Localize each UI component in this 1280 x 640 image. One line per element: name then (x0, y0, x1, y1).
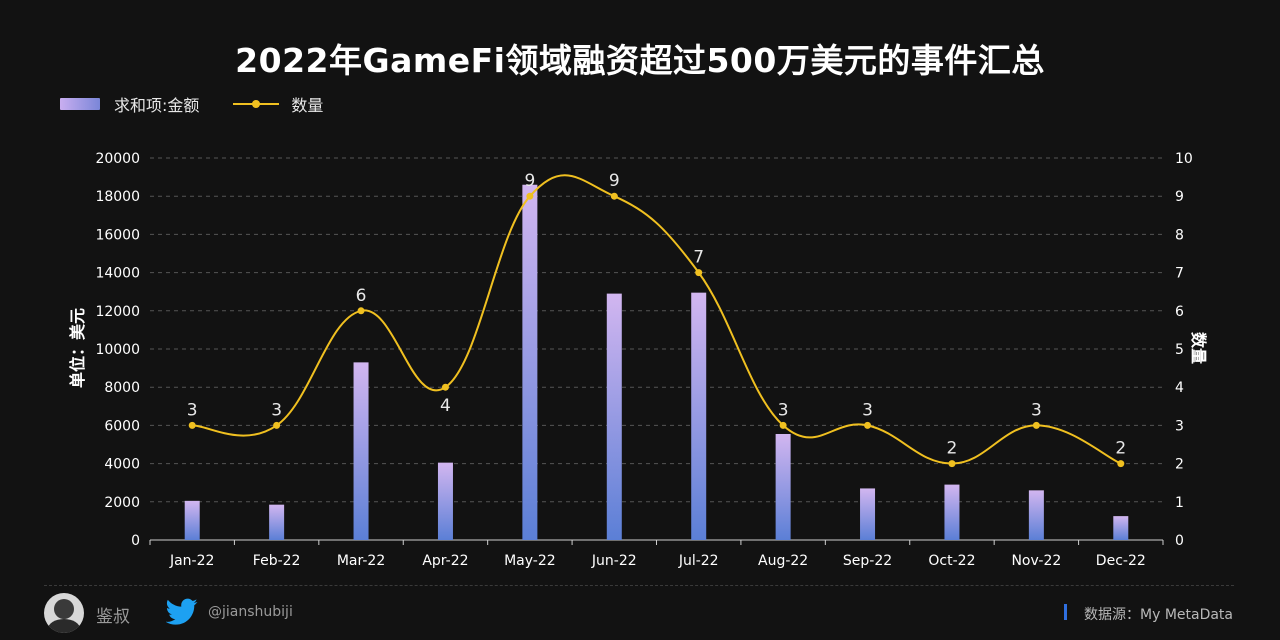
y2-tick-label: 3 (1175, 418, 1184, 434)
x-tick-label: Nov-22 (1011, 553, 1061, 569)
count-line (192, 174, 1122, 465)
x-tick-label: Apr-22 (422, 553, 468, 569)
y2-tick-label: 6 (1175, 304, 1184, 320)
count-data-label: 2 (1115, 439, 1126, 459)
bar (184, 500, 200, 540)
count-data-label: 3 (271, 400, 282, 420)
y2-tick-label: 1 (1175, 495, 1184, 511)
x-tick-label: Dec-22 (1096, 553, 1146, 569)
bar (860, 488, 876, 540)
count-point (948, 460, 956, 468)
bar (522, 184, 538, 541)
x-tick-label: Mar-22 (337, 553, 385, 569)
y-tick-label: 2000 (104, 495, 140, 511)
data-source: 数据源：My MetaData (1084, 607, 1234, 623)
bar (437, 462, 453, 540)
bar (269, 504, 285, 540)
y-tick-label: 4000 (104, 457, 140, 473)
legend-bar-label: 求和项:金额 (114, 96, 200, 115)
x-tick-label: Jul-22 (678, 553, 719, 569)
chart-title: 2022年GameFi领域融资超过500万美元的事件汇总 (235, 41, 1045, 80)
y2-axis-label: 数量 (1189, 332, 1208, 364)
y-tick-label: 12000 (95, 304, 140, 320)
bar-series (184, 184, 1129, 541)
count-data-label: 6 (356, 286, 367, 306)
count-point (1032, 421, 1040, 429)
y2-tick-label: 4 (1175, 380, 1184, 396)
x-tick-label: Oct-22 (928, 553, 975, 569)
legend: 求和项:金额 数量 (60, 92, 323, 116)
y-axis-label: 单位：美元 (68, 308, 87, 388)
legend-line-swatch (233, 98, 280, 110)
y2-tick-label: 0 (1175, 533, 1184, 549)
count-data-label: 3 (778, 400, 789, 420)
bar (1113, 516, 1129, 540)
legend-bar-swatch (60, 98, 100, 110)
count-point (695, 269, 703, 277)
x-tick-label: May-22 (504, 553, 556, 569)
y-tick-label: 6000 (104, 418, 140, 434)
y-tick-label: 20000 (95, 151, 140, 167)
count-point (864, 421, 872, 429)
count-data-label: 7 (693, 248, 704, 268)
count-point (441, 383, 449, 391)
y2-tick-label: 8 (1175, 227, 1184, 243)
y2-tick-label: 7 (1175, 266, 1184, 282)
y2-tick-label: 9 (1175, 189, 1184, 205)
y-tick-label: 10000 (95, 342, 140, 358)
count-point (779, 421, 787, 429)
count-point (610, 192, 618, 200)
y2-tick-label: 5 (1175, 342, 1184, 358)
count-data-label: 9 (609, 171, 620, 191)
count-point (1117, 460, 1125, 468)
count-data-label: 2 (947, 439, 958, 459)
combo-chart: 0200040006000800010000120001400016000180… (68, 151, 1208, 569)
y-tick-label: 14000 (95, 266, 140, 282)
bar (606, 293, 622, 540)
count-point (273, 421, 281, 429)
line-series: 3 3 6 4 9 9 7 3 3 2 3 2 (187, 171, 1126, 468)
bar (691, 292, 707, 540)
grid-lines (150, 157, 1163, 503)
y-tick-label: 8000 (104, 380, 140, 396)
count-point (357, 307, 365, 315)
twitter-handle: @jianshubiji (208, 604, 293, 620)
bar (944, 484, 960, 540)
count-data-label: 4 (440, 396, 451, 416)
x-tick-label: Jun-22 (591, 553, 637, 569)
count-data-label: 3 (1031, 400, 1042, 420)
y-tick-label: 18000 (95, 189, 140, 205)
x-tick-label: Jan-22 (169, 553, 214, 569)
bar (775, 433, 791, 540)
x-tick-label: Feb-22 (253, 553, 301, 569)
legend-line-label: 数量 (291, 96, 324, 115)
y2-tick-label: 10 (1175, 151, 1193, 167)
y-tick-label: 16000 (95, 227, 140, 243)
x-tick-label: Sep-22 (843, 553, 892, 569)
bar (353, 362, 369, 540)
y-tick-label: 0 (131, 533, 140, 549)
x-tick-label: Aug-22 (758, 553, 808, 569)
avatar-icon (44, 593, 84, 633)
count-point (526, 192, 534, 200)
count-point (188, 421, 196, 429)
source-accent-bar (1064, 604, 1067, 620)
count-data-label: 3 (862, 400, 873, 420)
bar (1028, 490, 1044, 540)
twitter-bird-icon (166, 598, 198, 625)
y2-tick-label: 2 (1175, 457, 1184, 473)
footer-divider (44, 585, 1234, 586)
count-data-label: 9 (524, 171, 535, 191)
count-data-label: 3 (187, 400, 198, 420)
axes: 0200040006000800010000120001400016000180… (95, 151, 1192, 569)
author-name: 鉴叔 (96, 607, 130, 627)
